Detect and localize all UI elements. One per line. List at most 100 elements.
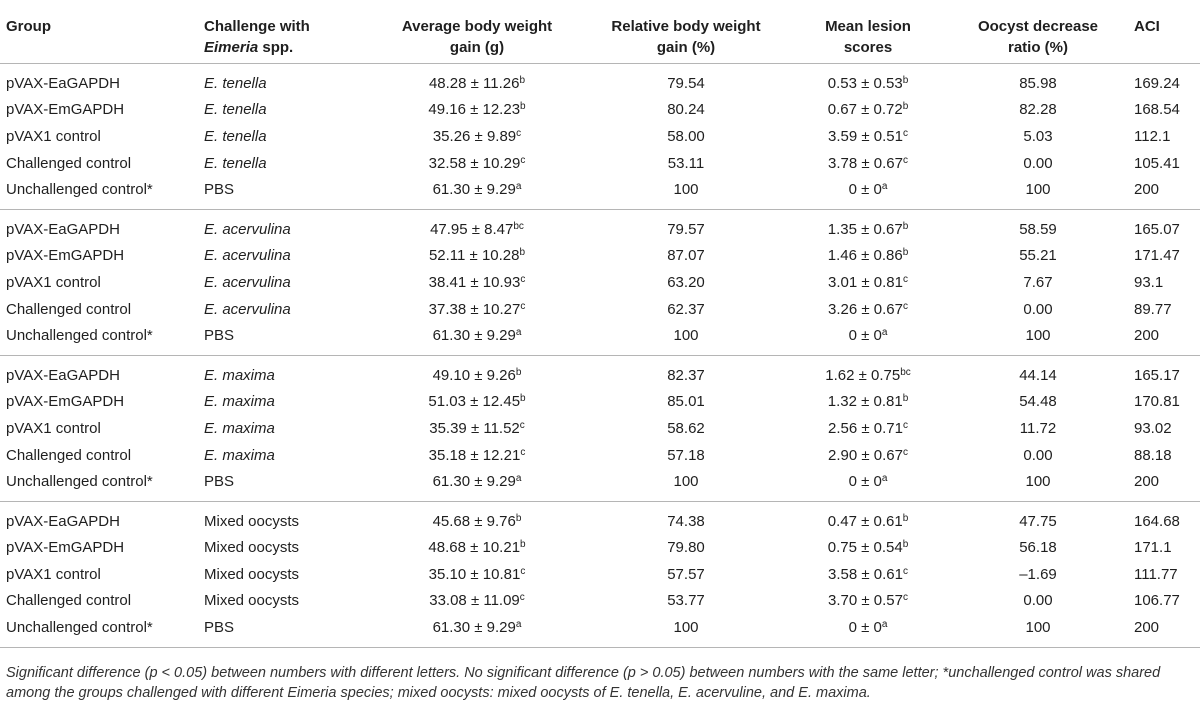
cell-odr: 100 <box>948 614 1128 648</box>
cell-rbwg: 80.24 <box>584 97 788 124</box>
header-row: Group Challenge with Eimeria spp. Average… <box>0 0 1200 64</box>
cell-abwg-significance: b <box>519 74 526 86</box>
cell-aci-value: 200 <box>1134 473 1160 491</box>
cell-odr: 55.21 <box>948 243 1128 270</box>
cell-mls-value: 1.35 ± 0.67 <box>827 220 903 238</box>
cell-challenge-value: PBS <box>204 473 235 491</box>
cell-odr-value: 82.28 <box>1019 101 1057 119</box>
cell-odr-value: –1.69 <box>1019 565 1057 583</box>
cell-odr: 100 <box>948 468 1128 502</box>
table-row: pVAX-EaGAPDH E. maxima 49.10 ± 9.26b 82.37 1… <box>0 355 1200 388</box>
cell-mls: 3.70 ± 0.57c <box>788 588 948 615</box>
cell-aci-value: 111.77 <box>1134 565 1178 583</box>
cell-odr: 47.75 <box>948 501 1128 534</box>
cell-group: Unchallenged control* <box>0 322 198 356</box>
cell-odr-value: 11.72 <box>1019 419 1057 437</box>
cell-challenge-value: E. acervulina <box>204 273 291 291</box>
table-row: pVAX-EaGAPDH Mixed oocysts 45.68 ± 9.76b 74… <box>0 501 1200 534</box>
cell-abwg-value: 61.30 ± 9.29 <box>432 181 516 199</box>
cell-rbwg: 100 <box>584 468 788 502</box>
cell-odr-value: 0.00 <box>1023 592 1053 610</box>
cell-aci-value: 200 <box>1134 181 1160 199</box>
cell-group-value: pVAX-EmGAPDH <box>6 393 125 411</box>
cell-group: Challenged control <box>0 588 198 615</box>
cell-group-value: Unchallenged control* <box>6 619 153 637</box>
cell-odr-value: 100 <box>1025 473 1051 491</box>
cell-mls: 0.53 ± 0.53b <box>788 64 948 97</box>
cell-mls-significance: a <box>881 327 888 339</box>
cell-rbwg: 57.57 <box>584 561 788 588</box>
header-average-body-weight-gain: Average body weight gain (g) <box>370 0 584 64</box>
cell-mls-significance: c <box>902 127 908 139</box>
cell-mls-significance: b <box>902 512 909 524</box>
cell-group: pVAX-EaGAPDH <box>0 64 198 97</box>
cell-group-value: pVAX1 control <box>6 419 101 437</box>
cell-rbwg: 82.37 <box>584 355 788 388</box>
cell-aci: 200 <box>1128 614 1200 648</box>
cell-challenge: PBS <box>198 468 370 502</box>
cell-odr-value: 100 <box>1025 327 1051 345</box>
cell-mls: 3.78 ± 0.67c <box>788 150 948 177</box>
cell-mls-significance: a <box>881 473 888 485</box>
cell-mls: 2.56 ± 0.71c <box>788 415 948 442</box>
cell-abwg: 35.18 ± 12.21c <box>370 442 584 469</box>
cell-abwg-significance: a <box>515 473 522 485</box>
cell-aci-value: 200 <box>1134 619 1160 637</box>
cell-challenge-value: Mixed oocysts <box>204 539 300 557</box>
cell-challenge-value: E. maxima <box>204 446 275 464</box>
header-mean-lesion-scores: Mean lesion scores <box>788 0 948 64</box>
table-row: pVAX-EmGAPDH E. tenella 49.16 ± 12.23b 80.2… <box>0 97 1200 124</box>
cell-mls-value: 1.62 ± 0.75 <box>825 366 901 384</box>
cell-challenge-value: E. tenella <box>204 154 267 172</box>
header-oocyst-decrease-ratio: Oocyst decrease ratio (%) <box>948 0 1128 64</box>
cell-aci: 111.77 <box>1128 561 1200 588</box>
cell-aci-value: 93.1 <box>1134 273 1164 291</box>
table-row: pVAX-EaGAPDH E. acervulina 47.95 ± 8.47bc 7… <box>0 209 1200 242</box>
cell-aci: 93.1 <box>1128 269 1200 296</box>
table-row: Challenged control Mixed oocysts 33.08 ± 1… <box>0 588 1200 615</box>
cell-odr: 82.28 <box>948 97 1128 124</box>
cell-rbwg-value: 79.80 <box>667 539 705 557</box>
cell-aci-value: 165.17 <box>1134 366 1180 384</box>
cell-aci: 168.54 <box>1128 97 1200 124</box>
cell-rbwg-value: 79.54 <box>667 74 705 92</box>
cell-challenge: E. maxima <box>198 442 370 469</box>
cell-abwg-significance: a <box>515 181 522 193</box>
cell-rbwg-value: 62.37 <box>667 300 705 318</box>
cell-challenge: E. acervulina <box>198 209 370 242</box>
table-footnote: Significant difference (p < 0.05) betwee… <box>6 665 1161 701</box>
table-row: pVAX-EmGAPDH Mixed oocysts 48.68 ± 10.21b 7… <box>0 535 1200 562</box>
cell-mls-significance: b <box>902 74 909 86</box>
cell-group-value: Challenged control <box>6 300 132 318</box>
table-row: pVAX-EmGAPDH E. maxima 51.03 ± 12.45b 85.01… <box>0 389 1200 416</box>
cell-odr: 44.14 <box>948 355 1128 388</box>
cell-aci-value: 169.24 <box>1134 74 1180 92</box>
cell-abwg-value: 35.26 ± 9.89 <box>432 127 517 145</box>
cell-mls-significance: b <box>902 220 909 232</box>
cell-rbwg: 100 <box>584 322 788 356</box>
cell-abwg-value: 61.30 ± 9.29 <box>432 327 516 345</box>
cell-abwg-value: 47.95 ± 8.47 <box>430 220 514 238</box>
cell-abwg-value: 48.68 ± 10.21 <box>428 539 521 557</box>
cell-odr-value: 100 <box>1025 181 1051 199</box>
cell-rbwg-value: 100 <box>673 473 699 491</box>
cell-rbwg: 79.57 <box>584 209 788 242</box>
cell-rbwg-value: 53.77 <box>667 592 705 610</box>
cell-rbwg: 79.54 <box>584 64 788 97</box>
cell-challenge-value: E. acervulina <box>204 220 291 238</box>
cell-rbwg-value: 85.01 <box>667 393 705 411</box>
cell-rbwg: 58.00 <box>584 123 788 150</box>
cell-abwg-significance: b <box>515 512 522 524</box>
cell-mls-significance: bc <box>900 366 911 378</box>
cell-aci-value: 168.54 <box>1134 101 1180 119</box>
cell-challenge-value: E. maxima <box>204 419 275 437</box>
header-relative-body-weight-gain: Relative body weight gain (%) <box>584 0 788 64</box>
cell-challenge-value: E. tenella <box>204 101 267 119</box>
cell-abwg-value: 35.10 ± 10.81 <box>428 565 521 583</box>
cell-mls-significance: b <box>902 247 909 259</box>
cell-mls: 0 ± 0a <box>788 614 948 648</box>
cell-odr-value: 44.14 <box>1019 366 1057 384</box>
cell-mls-significance: c <box>902 154 908 166</box>
cell-odr-value: 54.48 <box>1019 393 1057 411</box>
cell-group-value: Challenged control <box>6 446 132 464</box>
